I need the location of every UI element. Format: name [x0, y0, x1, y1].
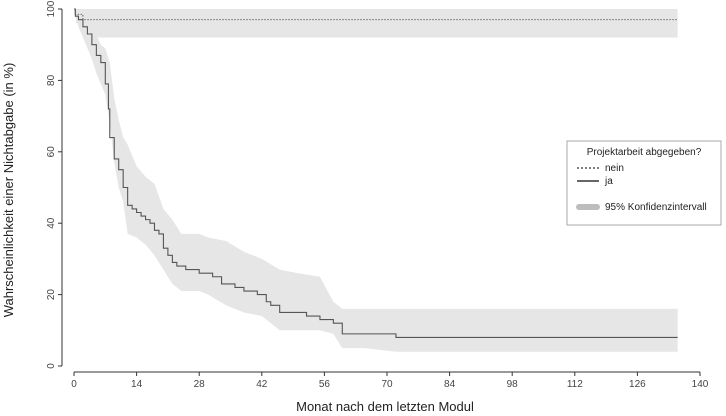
y-tick-label-20: 20	[46, 289, 57, 301]
x-tick-label-126: 126	[629, 379, 646, 390]
y-tick-label-100: 100	[46, 0, 57, 17]
legend-title: Projektarbeit abgegeben?	[587, 147, 702, 158]
y-tick-label-80: 80	[46, 74, 57, 86]
x-axis-title: Monat nach dem letzten Modul	[296, 399, 474, 414]
x-tick-label-84: 84	[444, 379, 456, 390]
y-tick-label-40: 40	[46, 217, 57, 229]
x-tick-label-140: 140	[692, 379, 709, 390]
legend-label-band: 95% Konfidenzintervall	[605, 202, 707, 213]
ci-band-ja	[74, 9, 678, 352]
x-tick-label-14: 14	[131, 379, 143, 390]
y-tick-label-60: 60	[46, 146, 57, 158]
series-line-ja	[74, 8, 678, 338]
x-tick-label-0: 0	[71, 379, 77, 390]
x-axis-ticks: 0 14 28 42 56 70 84 98 112 126 140	[71, 372, 709, 390]
x-tick-label-112: 112	[567, 379, 583, 390]
legend-label-nein: nein	[605, 163, 624, 174]
y-axis-ticks: 0 20 40 60 80 100	[46, 0, 62, 369]
x-tick-label-28: 28	[194, 379, 206, 390]
series-lines	[74, 8, 678, 338]
ci-band-nein	[74, 9, 678, 38]
confidence-bands	[74, 9, 678, 352]
y-tick-label-0: 0	[46, 363, 57, 369]
legend: Projektarbeit abgegeben? nein ja 95% Kon…	[566, 140, 722, 226]
legend-box	[566, 140, 722, 226]
x-tick-label-98: 98	[507, 379, 519, 390]
x-tick-label-42: 42	[256, 379, 268, 390]
x-tick-label-70: 70	[381, 379, 393, 390]
legend-label-ja: ja	[604, 176, 613, 187]
x-tick-label-56: 56	[319, 379, 331, 390]
y-axis-title: Wahrscheinlichkeit einer Nichtabgabe (in…	[1, 63, 16, 318]
